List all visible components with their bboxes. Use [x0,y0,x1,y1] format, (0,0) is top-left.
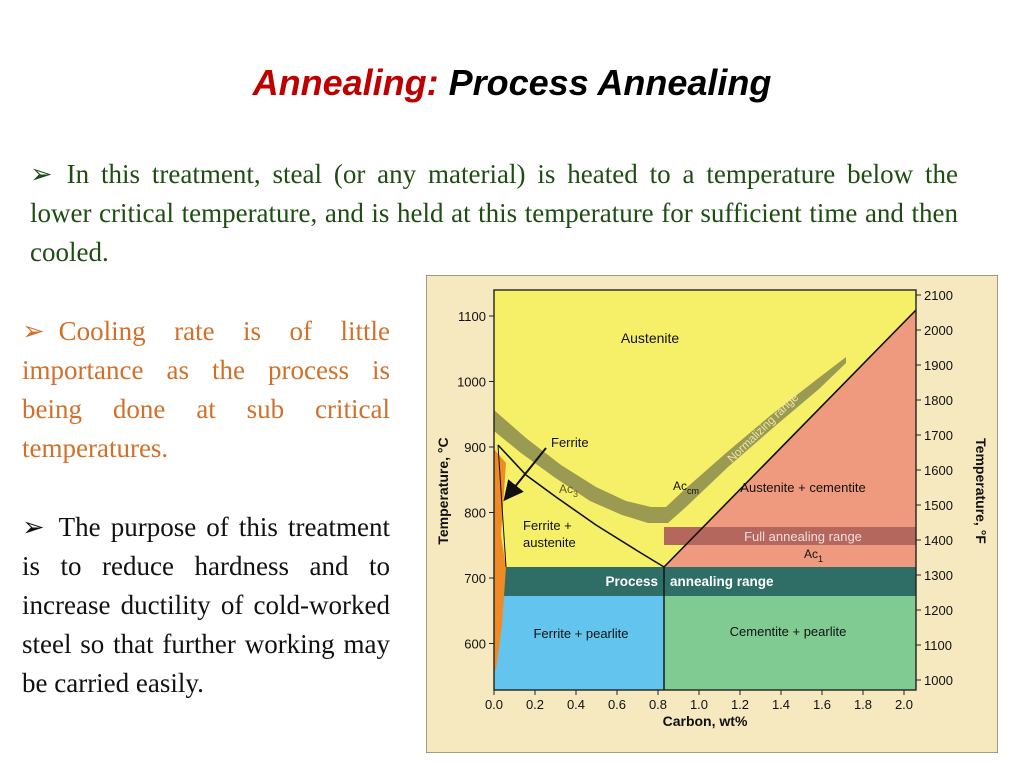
y-right-tick-label: 2100 [924,288,953,303]
bullet-paragraph-3: ➢ The purpose of this treatment is to red… [22,508,390,703]
acm-line [663,309,916,568]
region-cementite-pearlite [664,596,916,690]
x-tick-label: 0.8 [649,697,667,712]
band-process-annealing [494,567,916,596]
x-axis-title: Carbon, wt% [663,713,748,729]
x-tick-label: 1.8 [854,697,872,712]
y-left-tick-label: 700 [464,571,486,586]
bullet-text-3: The purpose of this treatment is to redu… [22,512,390,698]
phase-diagram-figure: Austenite Ferrite Ferrite + austenite Au… [426,275,998,753]
ferrite-boundary [497,444,507,568]
title-accent: Annealing: [252,62,439,103]
bullet-arrow-icon: ➢ [22,316,45,346]
region-ferrite-austenite [498,445,664,567]
bullet-text-1: In this treatment, steal (or any materia… [30,159,958,267]
bullet-paragraph-2: ➢ Cooling rate is of little importance as… [22,312,390,468]
x-axis-ticks: 0.0 0.2 0.4 0.6 0.8 1.0 1.2 1.4 1.6 1.8 2.0 [485,690,913,712]
band-normalizing [494,357,846,523]
band-full-annealing [664,527,916,545]
bullet-arrow-icon: ➢ [30,159,53,189]
x-tick-label: 2.0 [895,697,913,712]
y-left-tick-label: 600 [464,637,486,652]
bullet-text-2: Cooling rate is of little importance as … [22,316,390,463]
y-right-axis-title: Temperature, °F [973,438,989,544]
x-tick-label: 0.0 [485,697,503,712]
y-right-tick-label: 1100 [924,638,952,653]
label-ac1: Ac1 [804,547,823,564]
x-tick-label: 1.6 [813,697,831,712]
region-ferrite-pearlite [494,596,664,690]
label-annealing-range: annealing range [670,574,774,589]
x-tick-label: 0.6 [608,697,626,712]
bullet-paragraph-1: ➢ In this treatment, steal (or any materi… [30,155,958,272]
label-austenite: Austenite [621,330,680,346]
y-right-tick-label: 1800 [924,393,953,408]
label-ferrite-austenite-2: austenite [523,535,576,550]
y-left-tick-label: 800 [464,506,486,521]
y-right-tick-label: 1500 [924,498,953,513]
label-austenite-cementite: Austenite + cementite [740,480,865,495]
x-tick-label: 0.4 [567,697,585,712]
ferrite-arrow [503,447,547,502]
y-right-axis-ticks: 2100 2000 1900 1800 1700 1600 1500 1400 1300 1200… [916,288,953,688]
label-ac3: Ac3 [559,482,578,499]
y-left-axis-ticks: 1100 1000 900 800 700 600 [457,309,494,652]
y-right-tick-label: 1300 [924,568,953,583]
label-process: Process [605,574,658,589]
x-tick-label: 0.2 [526,697,544,712]
y-left-tick-label: 900 [464,440,486,455]
y-right-tick-label: 2000 [924,323,953,338]
y-right-tick-label: 1600 [924,463,953,478]
x-tick-label: 1.0 [690,697,708,712]
y-right-tick-label: 1900 [924,358,953,373]
y-right-tick-label: 1700 [924,428,953,443]
y-right-tick-label: 1200 [924,603,953,618]
label-acm: Accm [673,479,699,496]
label-cementite-pearlite: Cementite + pearlite [730,624,847,639]
label-ferrite-pearlite: Ferrite + pearlite [533,626,628,641]
bullet-arrow-icon: ➢ [22,512,45,542]
y-right-tick-label: 1000 [924,673,953,688]
ac3-line [497,444,665,568]
label-ferrite-austenite-1: Ferrite + [523,518,572,533]
label-full-annealing-range: Full annealing range [744,529,862,544]
plot-frame [493,289,917,691]
x-tick-label: 1.4 [772,697,790,712]
y-left-tick-label: 1000 [457,375,486,390]
title-main: Process Annealing [438,62,772,103]
slide-title: Annealing: Process Annealing [0,62,1024,104]
y-right-tick-label: 1400 [924,533,953,548]
y-left-axis-title: Temperature, °C [435,437,451,544]
label-ferrite: Ferrite [551,435,589,450]
y-left-tick-label: 1100 [458,309,486,324]
region-ferrite [494,449,506,670]
x-tick-label: 1.2 [731,697,749,712]
